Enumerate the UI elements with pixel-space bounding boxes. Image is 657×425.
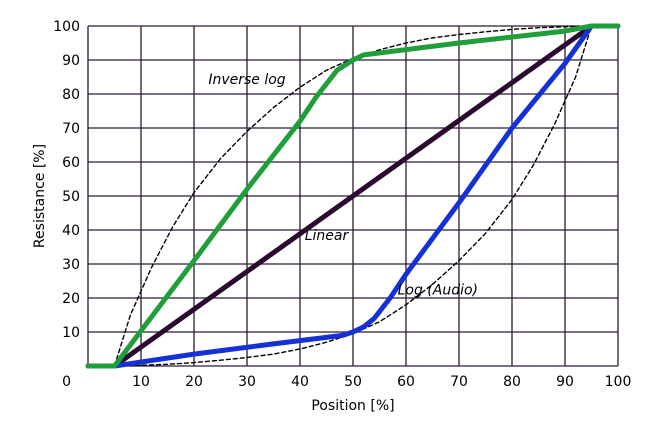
annotation-label: Inverse log xyxy=(208,72,285,88)
x-tick-label: 70 xyxy=(450,374,468,390)
y-tick-label: 100 xyxy=(53,19,80,35)
x-tick-label: 60 xyxy=(397,374,415,390)
y-tick-label: 60 xyxy=(62,155,80,171)
x-tick-label: 90 xyxy=(556,374,574,390)
tick-labels: 0 10 20 30 40 50 60 70 80 90 100 10 20 30 40 50 60 70 80 90… xyxy=(53,19,631,390)
x-tick-label: 50 xyxy=(344,374,362,390)
y-axis-label: Resistance [%] xyxy=(32,144,48,248)
y-tick-label: 10 xyxy=(62,325,80,341)
x-tick-label: 10 xyxy=(132,374,150,390)
x-tick-label: 0 xyxy=(62,374,71,390)
x-tick-label: 40 xyxy=(291,374,309,390)
y-tick-label: 40 xyxy=(62,223,80,239)
annotation-label: Linear xyxy=(305,228,350,244)
annotation-label: Log (Audio) xyxy=(398,283,478,299)
series-inverse-log-line xyxy=(85,23,621,369)
x-tick-label: 100 xyxy=(605,374,632,390)
x-tick-label: 20 xyxy=(185,374,203,390)
y-tick-label: 90 xyxy=(62,53,80,69)
series-layer xyxy=(85,23,621,369)
x-tick-label: 30 xyxy=(238,374,256,390)
x-tick-label: 80 xyxy=(503,374,521,390)
annotations: Inverse log Linear Log (Audio) xyxy=(208,72,478,299)
series-inverse-log-ideal-line xyxy=(113,25,593,367)
x-axis-label: Position [%] xyxy=(311,398,394,414)
series-log-audio-line xyxy=(85,23,621,369)
y-tick-label: 70 xyxy=(62,121,80,137)
y-tick-label: 20 xyxy=(62,291,80,307)
y-tick-label: 50 xyxy=(62,189,80,205)
y-tick-label: 80 xyxy=(62,87,80,103)
y-tick-label: 30 xyxy=(62,257,80,273)
